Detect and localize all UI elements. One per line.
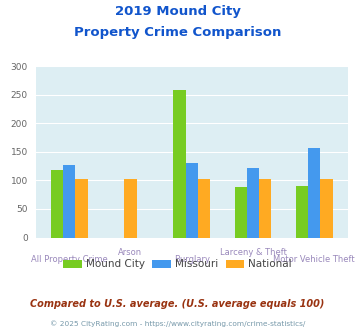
Legend: Mound City, Missouri, National: Mound City, Missouri, National — [59, 255, 296, 274]
Text: Motor Vehicle Theft: Motor Vehicle Theft — [273, 255, 355, 264]
Bar — [247, 168, 259, 238]
Text: Property Crime Comparison: Property Crime Comparison — [74, 26, 281, 39]
Text: Compared to U.S. average. (U.S. average equals 100): Compared to U.S. average. (U.S. average … — [30, 299, 325, 309]
Text: © 2025 CityRating.com - https://www.cityrating.com/crime-statistics/: © 2025 CityRating.com - https://www.city… — [50, 321, 305, 327]
Text: Larceny & Theft: Larceny & Theft — [219, 248, 286, 257]
Text: Burglary: Burglary — [174, 255, 210, 264]
Bar — [124, 179, 137, 238]
Bar — [75, 179, 88, 238]
Bar — [308, 148, 320, 238]
Bar — [235, 187, 247, 238]
Bar — [296, 185, 308, 238]
Bar — [186, 163, 198, 238]
Bar — [198, 179, 210, 238]
Text: 2019 Mound City: 2019 Mound City — [115, 5, 240, 18]
Bar — [51, 170, 63, 238]
Text: Arson: Arson — [118, 248, 142, 257]
Bar — [63, 165, 75, 238]
Bar — [259, 179, 271, 238]
Bar — [173, 90, 186, 238]
Bar — [320, 179, 333, 238]
Text: All Property Crime: All Property Crime — [31, 255, 108, 264]
